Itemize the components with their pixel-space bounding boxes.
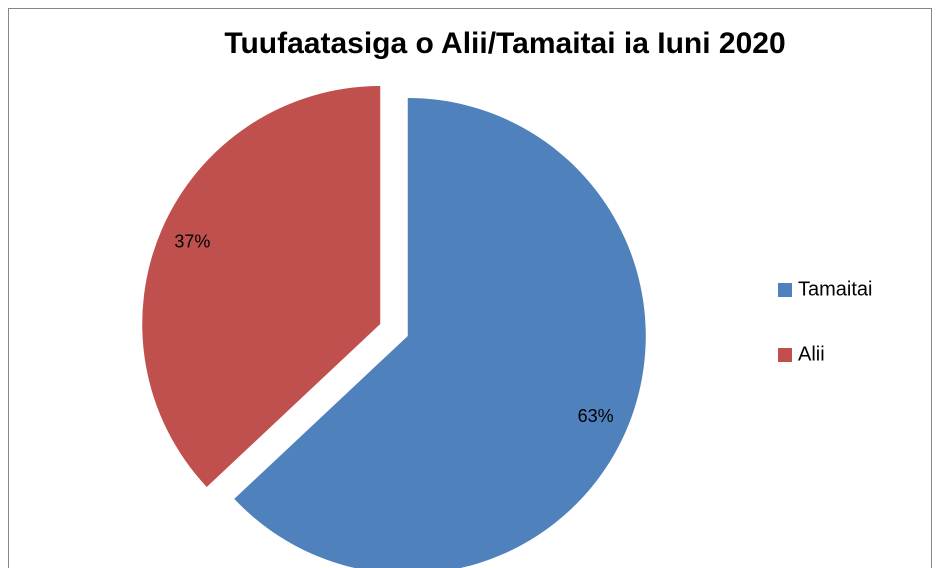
legend-swatch [778, 348, 792, 362]
legend-swatch [778, 283, 792, 297]
pie-slice [234, 97, 646, 568]
pie-slice [142, 86, 381, 487]
data-label: 37% [174, 232, 210, 252]
legend-label: Alii [798, 343, 825, 365]
legend-label: Tamaitai [798, 278, 872, 300]
data-label: 63% [578, 406, 614, 426]
chart-title: Tuufaatasiga o Alii/Tamaitai ia Iuni 202… [224, 27, 785, 60]
